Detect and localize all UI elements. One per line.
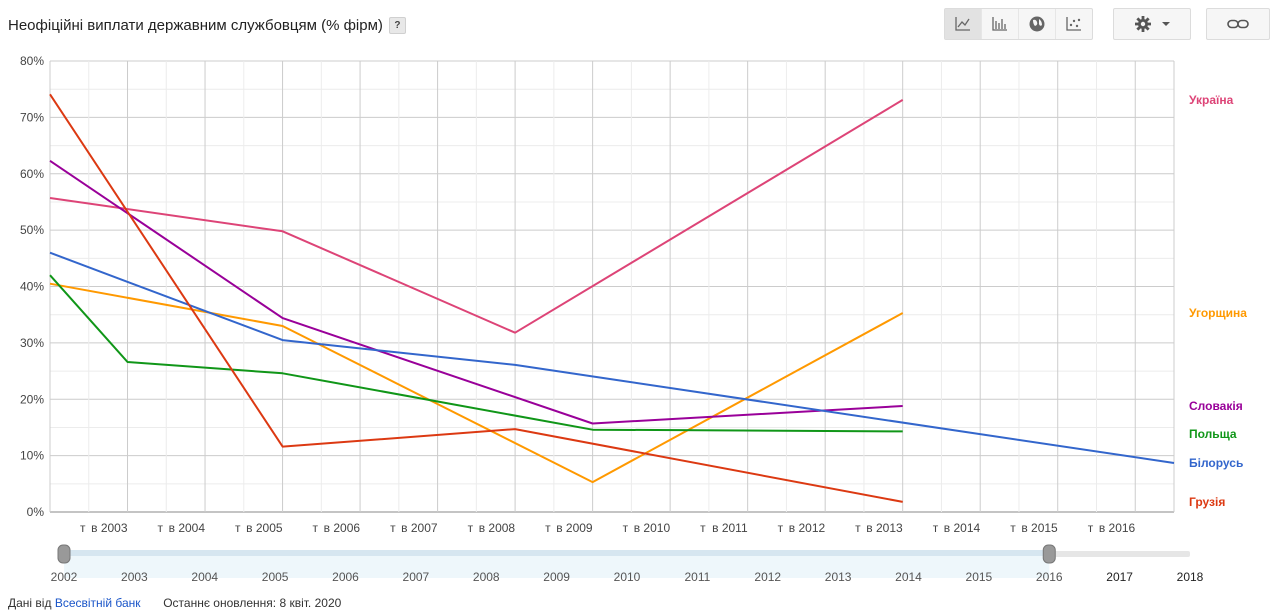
series-lines (49, 93, 1175, 503)
slider-selection-bar (64, 550, 1050, 556)
y-tick-label: 70% (20, 110, 44, 124)
legend-label-3: Словакія (1189, 399, 1243, 413)
x-tick-label: т (855, 521, 861, 535)
source-prefix: Дані від (8, 596, 52, 610)
share-link-button[interactable] (1206, 8, 1270, 40)
x-tick-label: т (158, 521, 164, 535)
slider-year-label: 2004 (191, 570, 218, 584)
slider-start-handle[interactable] (57, 544, 71, 564)
last-updated: Останнє оновлення: 8 квіт. 2020 (163, 596, 342, 610)
help-icon[interactable]: ? (388, 17, 406, 34)
y-tick-label: 20% (20, 392, 44, 406)
x-tick-label: в 2008 (479, 521, 516, 535)
chart-footer: Дані від Всесвітній банк Останнє оновлен… (8, 596, 341, 610)
y-tick-label: 30% (20, 336, 44, 350)
y-tick-label: 60% (20, 167, 44, 181)
bar-chart-icon (992, 17, 1007, 31)
x-tick-label: в 2005 (246, 521, 283, 535)
chart-type-toolbar (944, 8, 1093, 40)
x-axis: т в 2003 т в 2004 т в 2005 т в 2006 т в 2007 т в 20… (80, 521, 1136, 535)
slider-year-label: 2008 (473, 570, 500, 584)
x-tick-label: в 2009 (556, 521, 593, 535)
slider-year-label: 2010 (614, 570, 641, 584)
x-tick-label: т (1010, 521, 1016, 535)
legend-label-2: Угорщина (1189, 306, 1247, 320)
x-tick-label: в 2015 (1021, 521, 1058, 535)
chart-grid (49, 60, 1175, 513)
y-tick-label: 80% (20, 54, 44, 68)
legend-label-1: Україна (1189, 93, 1234, 107)
map-icon (1029, 16, 1045, 32)
line-chart: 0% 10% 20% 30% 40% 50% 60% 70% 80% т в 2003 т в 200… (20, 54, 1247, 584)
slider-year-label: 2016 (1036, 570, 1063, 584)
slider-year-label: 2007 (403, 570, 430, 584)
legend-label-5: Білорусь (1189, 456, 1243, 470)
x-tick-label: т (80, 521, 86, 535)
x-tick-label: в 2012 (789, 521, 826, 535)
y-axis: 0% 10% 20% 30% 40% 50% 60% 70% 80% (20, 54, 44, 519)
series-line-5 (49, 251, 1175, 464)
slider-year-label: 2017 (1106, 570, 1133, 584)
x-tick-label: т (235, 521, 241, 535)
source-link[interactable]: Всесвітній банк (54, 596, 141, 610)
x-tick-label: в 2013 (866, 521, 903, 535)
series-line-1 (49, 99, 904, 334)
x-tick-label: т (1088, 521, 1094, 535)
legend-label-6: Грузія (1189, 495, 1225, 509)
chart-title: Неофіційні виплати державним службовцям … (8, 17, 406, 34)
chevron-down-icon (1162, 22, 1170, 26)
link-icon (1227, 19, 1249, 29)
slider-year-label: 2012 (754, 570, 781, 584)
x-tick-label: т (700, 521, 706, 535)
y-tick-label: 0% (27, 505, 45, 519)
x-tick-label: в 2010 (634, 521, 671, 535)
series-line-3 (49, 159, 903, 425)
x-tick-label: в 2016 (1099, 521, 1136, 535)
slider-year-label: 2002 (51, 570, 78, 584)
x-tick-label: т (933, 521, 939, 535)
x-tick-label: т (778, 521, 784, 535)
slider-year-label: 2003 (121, 570, 148, 584)
x-tick-label: т (468, 521, 474, 535)
y-tick-label: 40% (20, 280, 44, 294)
slider-year-label: 2015 (966, 570, 993, 584)
x-tick-label: т (623, 521, 629, 535)
slider-end-handle[interactable] (1042, 544, 1056, 564)
gear-icon (1135, 16, 1151, 32)
slider-year-label: 2009 (543, 570, 570, 584)
settings-button[interactable] (1113, 8, 1191, 40)
slider-year-label: 2014 (895, 570, 922, 584)
x-tick-label: в 2014 (944, 521, 981, 535)
time-range-slider[interactable]: 2002 2003 2004 2005 2006 2007 2008 2009 2010 2011… (51, 544, 1204, 584)
x-tick-label: т (313, 521, 319, 535)
x-tick-label: в 2004 (169, 521, 206, 535)
x-tick-label: т (390, 521, 396, 535)
slider-year-label: 2013 (825, 570, 852, 584)
map-button[interactable] (1019, 9, 1056, 39)
series-line-2 (49, 282, 904, 484)
slider-year-label: 2018 (1177, 570, 1204, 584)
line-chart-icon (955, 17, 970, 31)
x-tick-label: в 2003 (91, 521, 128, 535)
series-line-4 (49, 274, 903, 433)
bar-chart-button[interactable] (982, 9, 1019, 39)
slider-year-label: 2006 (332, 570, 359, 584)
legend-label-4: Польща (1189, 427, 1237, 441)
x-tick-label: в 2011 (712, 521, 748, 535)
y-tick-label: 10% (20, 449, 44, 463)
x-tick-label: т (545, 521, 551, 535)
slider-year-label: 2005 (262, 570, 289, 584)
x-tick-label: в 2006 (324, 521, 361, 535)
slider-year-label: 2011 (684, 570, 710, 584)
scatter-chart-button[interactable] (1056, 9, 1092, 39)
chart-title-text: Неофіційні виплати державним службовцям … (8, 17, 383, 34)
scatter-chart-icon (1066, 17, 1081, 31)
line-chart-button[interactable] (945, 9, 982, 39)
y-tick-label: 50% (20, 223, 44, 237)
series-legend: Україна Угорщина Словакія Польща Білорусь Гру… (1189, 93, 1247, 509)
series-line-6 (49, 93, 903, 503)
x-tick-label: в 2007 (401, 521, 438, 535)
